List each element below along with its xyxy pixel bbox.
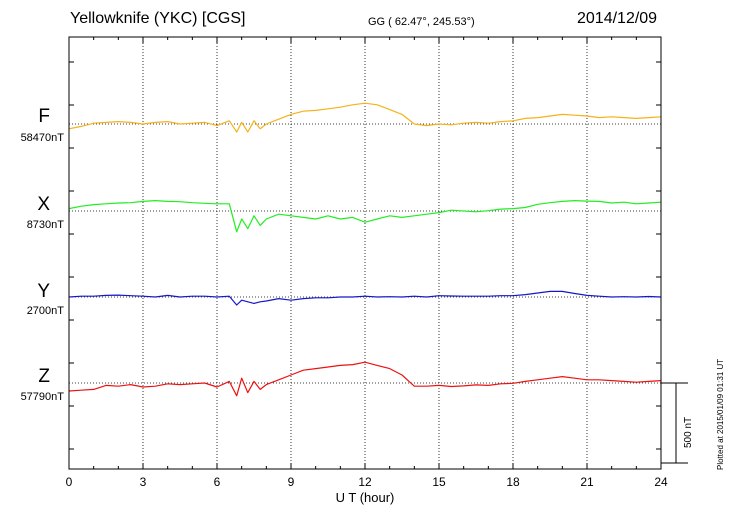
series-line-x	[68, 200, 662, 233]
baseline-label-y: 2700nT	[26, 305, 64, 317]
chart-title: Yellowknife (YKC) [CGS]	[70, 10, 246, 27]
component-label-f: F	[38, 106, 50, 127]
x-axis-title: U T (hour)	[336, 490, 395, 505]
series-line-z	[68, 361, 662, 397]
x-tick-label: 0	[66, 475, 73, 489]
x-tick-label: 9	[288, 475, 295, 489]
x-tick-label: 18	[506, 475, 520, 489]
series-line-f	[68, 102, 662, 133]
station-coordinates: GG ( 62.47°, 245.53°)	[368, 16, 475, 28]
grid	[69, 37, 661, 469]
scale-bar	[661, 382, 688, 464]
baseline-label-z: 57790nT	[20, 391, 64, 403]
series-line-y	[68, 290, 662, 306]
baseline-label-x: 8730nT	[26, 219, 64, 231]
component-label-z: Z	[38, 366, 50, 387]
component-label-x: X	[37, 194, 50, 215]
x-tick-label: 24	[654, 475, 668, 489]
x-tick-label: 21	[580, 475, 594, 489]
baseline-label-f: 58470nT	[20, 132, 64, 144]
x-tick-label: 12	[358, 475, 372, 489]
x-axis: 0 3 6 9 12 15 18 21 24	[66, 37, 668, 489]
series-group	[68, 102, 662, 397]
x-tick-label: 3	[140, 475, 147, 489]
chart-date: 2014/12/09	[577, 10, 658, 27]
x-tick-label: 6	[214, 475, 221, 489]
x-tick-label: 15	[432, 475, 446, 489]
component-label-y: Y	[37, 281, 50, 302]
